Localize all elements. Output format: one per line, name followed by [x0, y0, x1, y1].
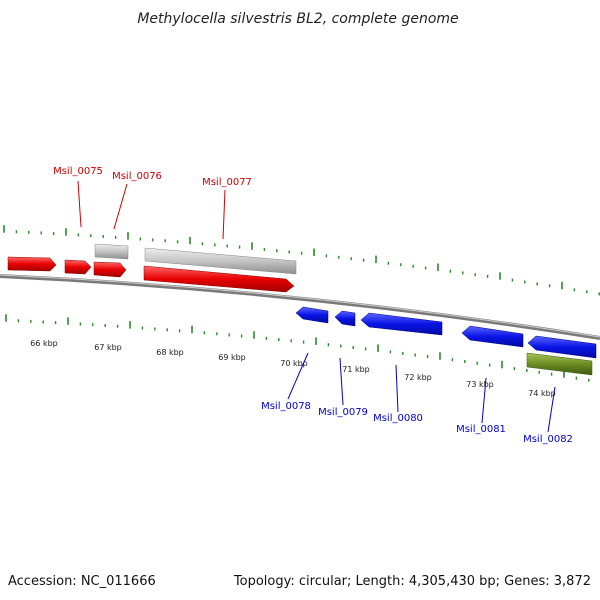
topology-text: Topology: circular; Length: 4,305,430 bp… — [233, 574, 591, 589]
tick-label: 69 kbp — [218, 353, 246, 362]
accession-text: Accession: NC_011666 — [8, 574, 156, 589]
gene-arrow-msil-0081[interactable] — [461, 325, 524, 348]
gene-label-msil-0080[interactable]: Msil_0080 — [373, 413, 423, 424]
reverse-features — [295, 306, 597, 376]
leader-msil-0078 — [287, 352, 309, 400]
tick-label: 73 kbp — [466, 380, 494, 389]
tick-label: 70 kbp — [280, 359, 308, 368]
tick-label: 68 kbp — [156, 348, 184, 357]
gene-label-msil-0079[interactable]: Msil_0079 — [318, 407, 368, 418]
gene-label-msil-0075[interactable]: Msil_0075 — [53, 166, 103, 177]
gene-labels: Msil_0075 Msil_0076 Msil_0077 Msil_0078 … — [53, 166, 573, 445]
genome-backbone-highlight — [0, 274, 600, 338]
gene-arrow-msil-0082a[interactable] — [527, 335, 597, 359]
kbp-labels: 66 kbp 67 kbp 68 kbp 69 kbp 70 kbp 71 kb… — [30, 339, 556, 398]
leader-msil-0079 — [339, 357, 344, 406]
tick-label: 66 kbp — [30, 339, 58, 348]
tick-label: 74 kbp — [528, 389, 556, 398]
leader-msil-0077 — [222, 189, 226, 240]
gene-arrow-msil-0078[interactable] — [295, 306, 329, 324]
gene-label-msil-0081[interactable]: Msil_0081 — [456, 424, 506, 435]
gene-arrow-msil-0075[interactable] — [64, 259, 92, 275]
upper-tick-track — [3, 225, 600, 296]
gene-leader-lines — [77, 180, 556, 433]
olive-feature[interactable] — [526, 352, 593, 376]
gene-label-msil-0082[interactable]: Msil_0082 — [523, 434, 573, 445]
leader-msil-0076 — [113, 183, 128, 230]
gray-feature-2[interactable] — [144, 247, 297, 275]
gene-label-msil-0076[interactable]: Msil_0076 — [112, 171, 162, 182]
leader-msil-0081 — [481, 377, 487, 424]
gene-arrow-msil-0075a[interactable] — [7, 256, 57, 272]
gene-arrow-msil-0080[interactable] — [360, 312, 443, 336]
gene-label-msil-0077[interactable]: Msil_0077 — [202, 177, 252, 188]
gene-arrow-msil-0076[interactable] — [93, 261, 127, 278]
gray-feature-1[interactable] — [94, 243, 129, 260]
leader-msil-0080 — [395, 364, 399, 413]
gene-arrow-msil-0079[interactable] — [334, 310, 356, 327]
gene-arrow-msil-0077[interactable] — [143, 265, 295, 293]
lower-tick-track — [5, 314, 590, 382]
tick-label: 67 kbp — [94, 343, 122, 352]
map-title: Methylocella silvestris BL2, complete ge… — [137, 11, 458, 27]
tick-label: 72 kbp — [404, 373, 432, 382]
gene-label-msil-0078[interactable]: Msil_0078 — [261, 401, 311, 412]
leader-msil-0082 — [547, 386, 556, 433]
tick-label: 71 kbp — [342, 365, 370, 374]
forward-features — [7, 243, 297, 293]
genome-backbone — [0, 274, 600, 340]
leader-msil-0075 — [77, 180, 82, 228]
